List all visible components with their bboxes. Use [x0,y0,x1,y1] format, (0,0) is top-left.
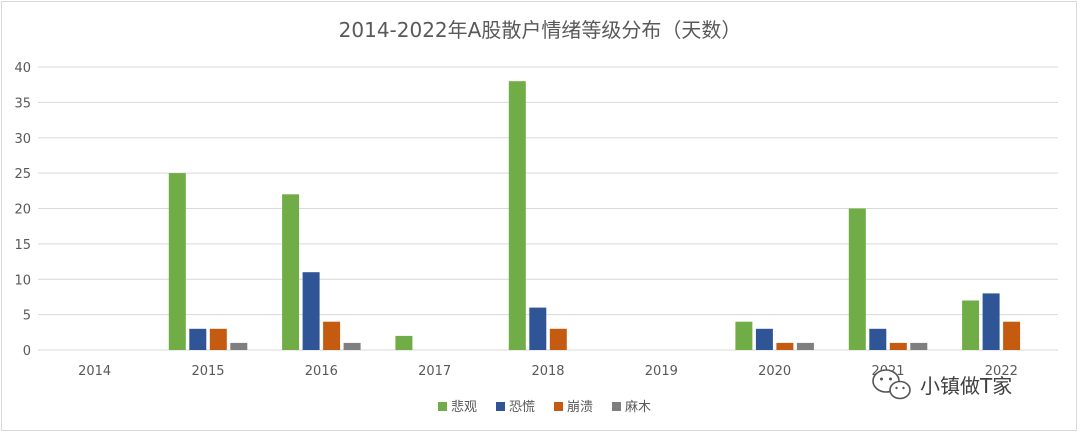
x-tick-label: 2015 [191,364,224,379]
bar-2021-崩溃 [889,342,907,350]
bar-2015-悲观 [168,173,186,350]
bar-2016-崩溃 [323,321,341,350]
bar-2016-麻木 [343,342,361,350]
bar-2021-悲观 [848,208,866,350]
gridlines [38,66,1058,351]
y-tick-label: 40 [14,61,31,76]
bars [168,81,1021,350]
x-tick-label: 2016 [305,364,338,379]
y-tick-label: 15 [14,238,31,253]
wechat-icon [872,369,911,400]
y-tick-label: 0 [23,344,31,359]
bar-2018-崩溃 [549,328,567,350]
legend-label: 崩溃 [567,400,593,415]
legend-swatch [612,402,621,411]
x-tick-label: 2020 [758,364,791,379]
bar-2016-恐慌 [302,272,320,350]
y-tick-label: 20 [14,203,31,218]
watermark-text: 小镇做T家 [920,374,1012,398]
x-tick-label: 2017 [418,364,451,379]
bar-2022-崩溃 [1003,321,1021,350]
x-tick-label: 2019 [645,364,678,379]
y-axis-ticks: 0 5 10 15 20 25 30 35 40 [14,61,31,359]
bar-2020-麻木 [796,342,814,350]
legend-swatch [438,402,447,411]
x-tick-label: 2018 [531,364,564,379]
bar-2015-恐慌 [189,328,207,350]
bar-2016-悲观 [282,194,300,350]
bar-2015-崩溃 [209,328,227,350]
chart-title: 2014-2022年A股散户情绪等级分布（天数） [339,18,742,42]
y-tick-label: 25 [14,167,31,182]
bar-2018-悲观 [508,81,526,350]
bar-2022-悲观 [962,300,980,350]
legend-label: 麻木 [625,400,651,415]
x-tick-label: 2014 [78,364,111,379]
bar-2021-麻木 [910,342,928,350]
y-tick-label: 10 [14,273,31,288]
bar-2020-崩溃 [776,342,794,350]
bar-2015-麻木 [230,342,248,350]
y-tick-label: 30 [14,132,31,147]
watermark: 小镇做T家 [872,369,1012,400]
bar-2022-恐慌 [982,293,1000,350]
legend: 悲观 恐慌 崩溃 麻木 [438,399,651,415]
y-tick-label: 35 [14,96,31,111]
legend-swatch [496,402,505,411]
legend-swatch [554,402,563,411]
legend-label: 悲观 [451,399,477,415]
legend-label: 恐慌 [509,400,535,415]
bar-2018-恐慌 [529,307,547,350]
x-tick-label: 2022 [985,364,1018,379]
bar-2017-悲观 [395,335,413,350]
y-tick-label: 5 [23,309,31,324]
bar-2020-恐慌 [755,328,773,350]
bar-2021-恐慌 [869,328,887,350]
bar-2020-悲观 [735,321,753,350]
